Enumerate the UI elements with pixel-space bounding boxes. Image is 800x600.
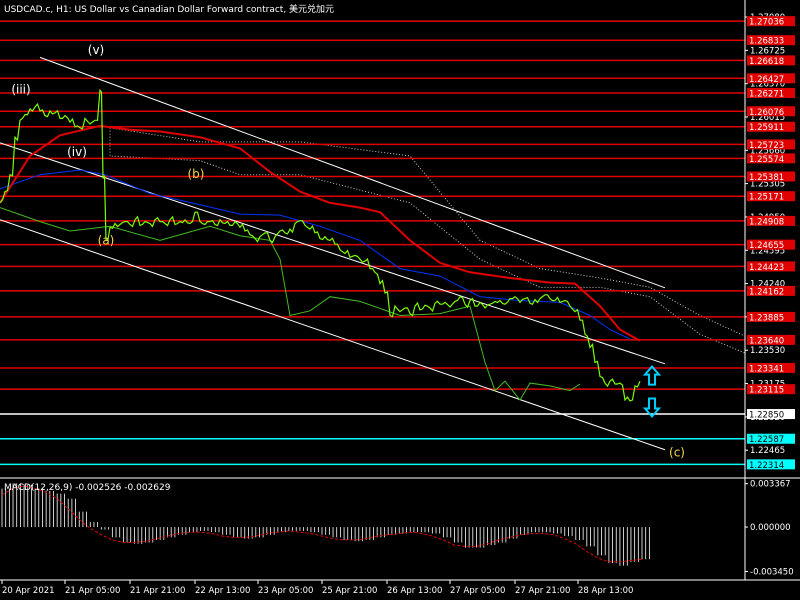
price-level-tag bbox=[747, 239, 795, 250]
time-tick-label: 23 Apr 05:00 bbox=[258, 586, 313, 596]
macd-signal-line bbox=[1, 485, 643, 563]
price-level-tag bbox=[747, 87, 795, 98]
price-level-label: 1.25911 bbox=[749, 123, 784, 133]
price-level-label: 1.24423 bbox=[749, 263, 784, 273]
price-level-label: 1.22587 bbox=[749, 435, 784, 445]
price-level-tag bbox=[747, 215, 795, 226]
time-tick-label: 28 Apr 13:00 bbox=[578, 586, 633, 596]
chikou-line bbox=[0, 207, 581, 401]
price-level-tag bbox=[747, 191, 795, 202]
channel-line bbox=[39, 56, 666, 289]
time-tick-label: 21 Apr 05:00 bbox=[65, 586, 120, 596]
price-tick-label: 1.26370 bbox=[750, 80, 785, 90]
price-level-label: 1.23115 bbox=[749, 386, 784, 396]
price-level-tag bbox=[747, 433, 795, 444]
wave-label: (a) bbox=[98, 233, 115, 247]
time-tick-label: 25 Apr 21:00 bbox=[322, 586, 377, 596]
price-level-label: 1.26618 bbox=[749, 57, 784, 67]
trend-channel-layer bbox=[0, 56, 666, 451]
price-line bbox=[0, 88, 641, 402]
price-level-label: 1.25381 bbox=[749, 173, 784, 183]
price-level-label: 1.24655 bbox=[749, 241, 784, 251]
price-level-label: 1.25171 bbox=[749, 193, 784, 203]
time-tick-label: 27 Apr 21:00 bbox=[515, 586, 570, 596]
price-tick-label: 1.22465 bbox=[750, 446, 785, 456]
arrows-layer bbox=[642, 365, 662, 418]
price-level-label: 1.22850 bbox=[749, 411, 784, 421]
price-level-tag bbox=[747, 106, 795, 117]
price-level-tag bbox=[747, 153, 795, 164]
price-level-tag bbox=[747, 55, 795, 66]
price-level-label: 1.23341 bbox=[749, 364, 784, 374]
macd-title: MACD(12,26,9) -0.002526 -0.002629 bbox=[4, 483, 171, 493]
price-level-label: 1.23885 bbox=[749, 313, 784, 323]
price-level-tag bbox=[747, 285, 795, 296]
macd-layer bbox=[1, 483, 650, 566]
price-level-label: 1.26427 bbox=[749, 75, 784, 85]
wave-labels-layer: (v) (iii) (iv) (b) (a) (c) bbox=[11, 43, 685, 460]
series-layer bbox=[0, 88, 641, 402]
price-level-label: 1.26833 bbox=[749, 37, 784, 47]
price-level-tag bbox=[747, 16, 795, 27]
time-axis-ticks: 20 Apr 2021 21 Apr 05:00 21 Apr 21:00 22 Ap… bbox=[1, 580, 633, 596]
price-level-tag bbox=[747, 261, 795, 272]
ma-blue-line bbox=[0, 169, 631, 340]
price-level-label: 1.26271 bbox=[749, 89, 784, 99]
time-tick-label: 21 Apr 21:00 bbox=[130, 586, 185, 596]
price-level-label: 1.23640 bbox=[749, 336, 784, 346]
price-level-label: 1.25723 bbox=[749, 141, 784, 151]
chart-title: USDCAD.c, H1: US Dollar vs Canadian Doll… bbox=[4, 3, 334, 15]
price-level-label: 1.25574 bbox=[749, 155, 784, 165]
price-level-tag bbox=[747, 139, 795, 150]
price-tick-label: 1.24240 bbox=[750, 280, 785, 290]
price-level-tag bbox=[747, 334, 795, 345]
wave-label: (v) bbox=[88, 43, 104, 57]
macd-tick-label: 0.003367 bbox=[750, 480, 791, 490]
price-level-tag bbox=[747, 35, 795, 46]
macd-axis-ticks: 0.003367 0.000000 -0.003450 bbox=[745, 480, 794, 577]
price-level-tag bbox=[747, 171, 795, 182]
wave-label: (iii) bbox=[11, 82, 30, 96]
price-tick-label: 1.23530 bbox=[750, 346, 785, 356]
ma-red-line bbox=[0, 124, 641, 342]
macd-tick-label: -0.003450 bbox=[750, 567, 794, 577]
channel-line bbox=[0, 219, 666, 451]
arrow-down-icon bbox=[642, 397, 662, 418]
price-level-label: 1.24908 bbox=[749, 217, 784, 227]
level-labels[interactable]: 1.273351.270361.268331.266181.264271.262… bbox=[747, 0, 795, 471]
wave-label: (c) bbox=[669, 446, 685, 460]
price-level-label: 1.26076 bbox=[749, 108, 784, 118]
macd-tick-label: 0.000000 bbox=[750, 523, 791, 533]
time-tick-label: 22 Apr 13:00 bbox=[195, 586, 250, 596]
price-level-tag bbox=[747, 362, 795, 373]
price-level-tag bbox=[747, 73, 795, 84]
price-level-tag bbox=[747, 311, 795, 322]
price-tick-label: 1.26015 bbox=[750, 113, 785, 123]
time-tick-label: 27 Apr 05:00 bbox=[450, 586, 505, 596]
channel-line bbox=[0, 142, 666, 365]
price-tick-label: 1.26725 bbox=[750, 46, 785, 56]
wave-label: (iv) bbox=[67, 145, 87, 159]
price-level-tag bbox=[747, 409, 795, 420]
price-level-tag bbox=[747, 459, 795, 470]
price-tick-label: 1.25305 bbox=[750, 180, 785, 190]
price-level-tag bbox=[747, 384, 795, 395]
wave-label: (b) bbox=[188, 167, 205, 181]
price-level-label: 1.22314 bbox=[749, 461, 784, 471]
price-tick-label: 1.24595 bbox=[750, 246, 785, 256]
price-level-tag bbox=[747, 121, 795, 132]
price-level-label: 1.27036 bbox=[749, 18, 784, 28]
price-tick-label: 1.25660 bbox=[750, 146, 785, 156]
price-level-label: 1.24162 bbox=[749, 287, 784, 297]
arrow-up-icon bbox=[642, 365, 662, 386]
time-tick-label: 20 Apr 2021 bbox=[2, 586, 55, 596]
time-tick-label: 26 Apr 13:00 bbox=[387, 586, 442, 596]
